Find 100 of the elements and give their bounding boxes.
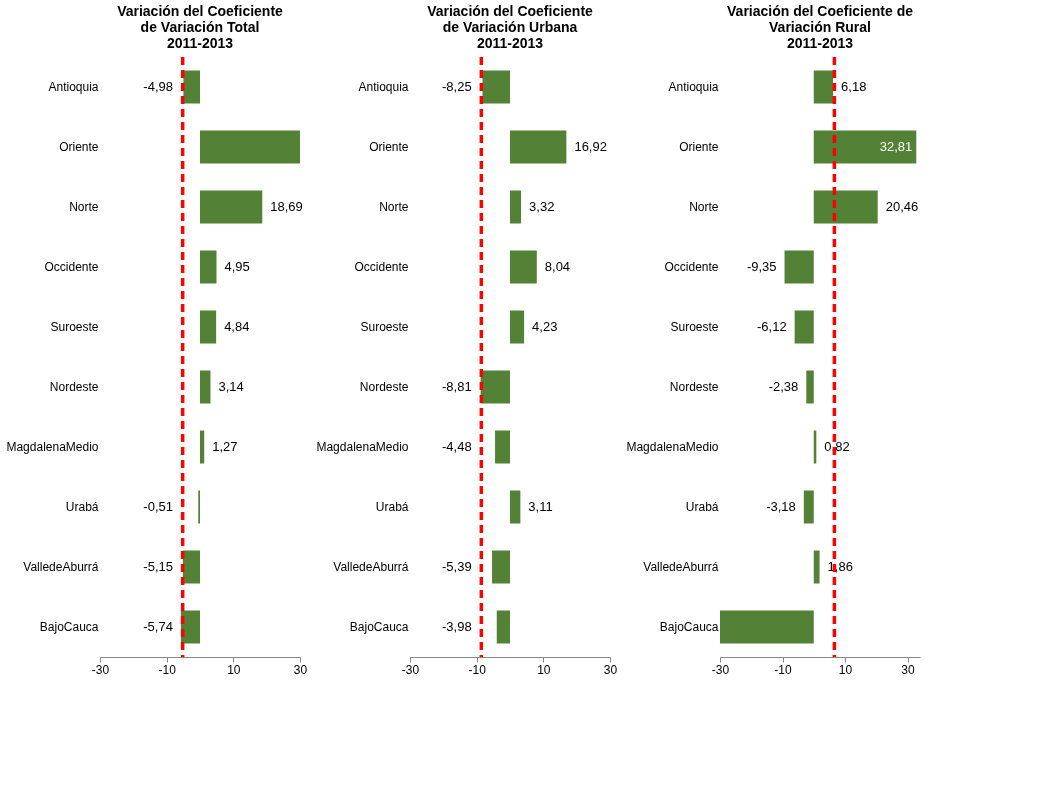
y-tick-label: Oriente	[679, 140, 719, 154]
bar	[496, 610, 510, 644]
y-tick-label: BajoCauca	[349, 620, 409, 634]
bar	[803, 490, 814, 524]
y-tick-label: Norte	[689, 200, 719, 214]
y-tick-label: Occidente	[44, 260, 99, 274]
bar	[813, 70, 834, 104]
x-tick-label: -10	[468, 662, 487, 677]
data-label: -6,12	[756, 319, 787, 334]
bar	[492, 550, 510, 584]
y-tick-label: Urabá	[685, 500, 719, 514]
bar	[510, 130, 567, 164]
y-tick-label: MagdalenaMedio	[6, 440, 99, 454]
x-tick-label: 10	[227, 662, 241, 677]
bar	[510, 190, 522, 224]
bar	[200, 430, 205, 464]
x-tick-label: 30	[901, 662, 915, 677]
y-tick-label: Occidente	[354, 260, 409, 274]
y-tick-label: Oriente	[369, 140, 409, 154]
bar	[794, 310, 814, 344]
bar	[180, 610, 200, 644]
y-tick-label: Nordeste	[49, 380, 99, 394]
bar	[720, 610, 814, 644]
y-tick-label: ValledeAburrá	[643, 560, 719, 574]
bar	[200, 370, 211, 404]
data-label: -4,48	[442, 439, 472, 454]
y-tick-label: Occidente	[664, 260, 719, 274]
x-tick-label: -10	[774, 662, 792, 677]
data-label: 6,18	[841, 79, 867, 94]
data-label: 16,92	[574, 139, 607, 154]
y-tick-label: Nordeste	[359, 380, 409, 394]
x-tick-label: 30	[293, 662, 308, 677]
data-label: 4,95	[224, 259, 250, 274]
data-label: 4,84	[224, 319, 250, 334]
bar	[510, 310, 525, 344]
y-tick-label: ValledeAburrá	[333, 560, 409, 574]
bar	[510, 490, 521, 524]
data-label: -5,15	[143, 559, 173, 574]
y-tick-label: Suroeste	[50, 320, 99, 334]
data-label: 8,04	[544, 259, 571, 274]
y-tick-label: MagdalenaMedio	[626, 440, 719, 454]
data-label: -9,35	[746, 259, 777, 274]
bar	[200, 190, 263, 224]
data-label: -5,74	[143, 619, 173, 634]
x-tick-label: -30	[91, 662, 110, 677]
x-tick-label: -30	[401, 662, 420, 677]
data-label: 32,81	[879, 139, 913, 154]
bar	[510, 250, 537, 284]
bar	[200, 310, 217, 344]
data-label: -8,25	[442, 79, 472, 94]
bar	[813, 130, 917, 164]
chart-title: Variación del Coeficiente de Variación Total 2011-2013	[117, 3, 284, 52]
y-tick-label: Oriente	[59, 140, 99, 154]
data-label: 4,23	[532, 319, 558, 334]
bar	[813, 190, 878, 224]
x-tick-label: -10	[158, 662, 177, 677]
x-tick-label: 30	[603, 662, 618, 677]
bar	[482, 70, 510, 104]
chart-title: Variación del Coeficiente de Variación Rural 2011-2013	[727, 3, 914, 52]
data-label: 20,46	[885, 199, 919, 214]
y-tick-label: Norte	[379, 200, 409, 214]
data-label: -2,38	[768, 379, 799, 394]
data-label: 0,82	[824, 439, 850, 454]
bar	[784, 250, 814, 284]
y-tick-label: Suroeste	[360, 320, 409, 334]
y-tick-label: Norte	[69, 200, 99, 214]
bar	[183, 70, 200, 104]
bar	[495, 430, 510, 464]
x-tick-label: 10	[838, 662, 853, 677]
y-tick-label: Antioquia	[668, 80, 719, 94]
y-tick-label: Urabá	[375, 500, 409, 514]
y-tick-label: Nordeste	[669, 380, 719, 394]
data-label: -3,18	[766, 499, 796, 514]
data-label: 3,32	[529, 199, 555, 214]
data-label: 3,11	[528, 499, 553, 514]
y-tick-label: Antioquia	[358, 80, 409, 94]
data-label: 3,14	[218, 379, 244, 394]
y-tick-label: Urabá	[65, 500, 99, 514]
data-label: -3,98	[442, 619, 472, 634]
y-tick-label: MagdalenaMedio	[316, 440, 409, 454]
data-label: 1,27	[212, 439, 238, 454]
bar	[200, 130, 300, 164]
data-label: 1,86	[827, 559, 853, 574]
data-label: -4,98	[143, 79, 173, 94]
y-tick-label: ValledeAburrá	[23, 560, 99, 574]
x-tick-label: 10	[537, 662, 551, 677]
x-tick-label: -30	[711, 662, 730, 677]
y-tick-label: Antioquia	[48, 80, 99, 94]
y-tick-label: BajoCauca	[39, 620, 99, 634]
chart-title: Variación del Coeficiente de Variación Urbana 2011-2013	[427, 3, 594, 52]
bar	[813, 550, 820, 584]
bar	[806, 370, 814, 404]
data-label: -8,81	[442, 379, 472, 394]
data-label: -5,39	[442, 559, 472, 574]
y-tick-label: Suroeste	[670, 320, 719, 334]
data-label: 18,69	[270, 199, 303, 214]
data-label: -0,51	[143, 499, 173, 514]
bar	[182, 550, 200, 584]
bar	[200, 250, 217, 284]
y-tick-label: BajoCauca	[659, 620, 719, 634]
